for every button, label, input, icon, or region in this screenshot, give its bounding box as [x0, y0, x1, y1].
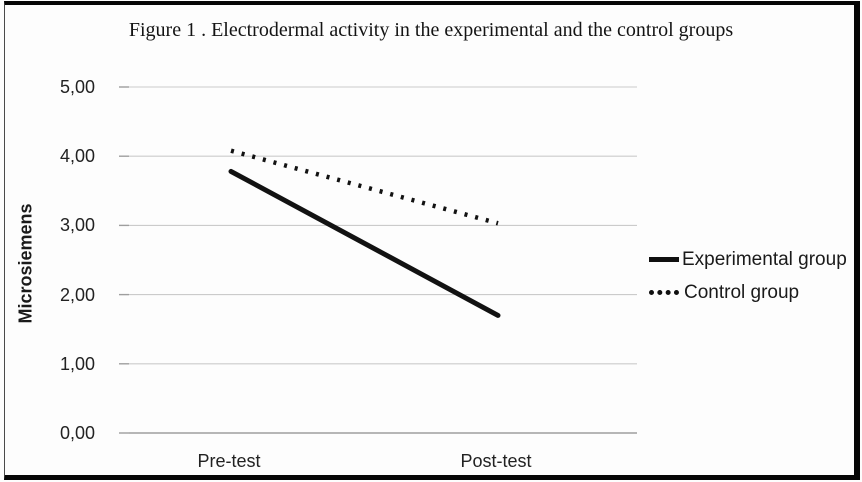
solid-line-swatch	[649, 257, 679, 262]
legend-label-control: Control group	[684, 281, 800, 303]
y-tick-label: 5,00	[59, 77, 95, 97]
y-tick-label: 4,00	[59, 146, 95, 167]
legend-item-experimental: Experimental group	[649, 243, 847, 276]
legend-item-control: Control group	[649, 276, 847, 309]
series-line-dotted	[230, 148, 499, 226]
legend-label-experimental: Experimental group	[682, 248, 847, 270]
series-line-solid	[228, 168, 501, 318]
y-tick-label: 3,00	[59, 215, 95, 236]
x-tick-label: Pre-test	[197, 451, 261, 471]
x-tick-label: Post-test	[460, 451, 532, 471]
dotted-line-swatch	[649, 290, 679, 295]
chart-title: Figure 1 . Electrodermal activity in the…	[128, 19, 734, 41]
legend: Experimental group Control group	[649, 243, 847, 309]
y-tick-label: 0,00	[59, 423, 95, 443]
y-tick-label: 1,00	[59, 353, 95, 374]
y-tick-label: 2,00	[59, 284, 95, 305]
